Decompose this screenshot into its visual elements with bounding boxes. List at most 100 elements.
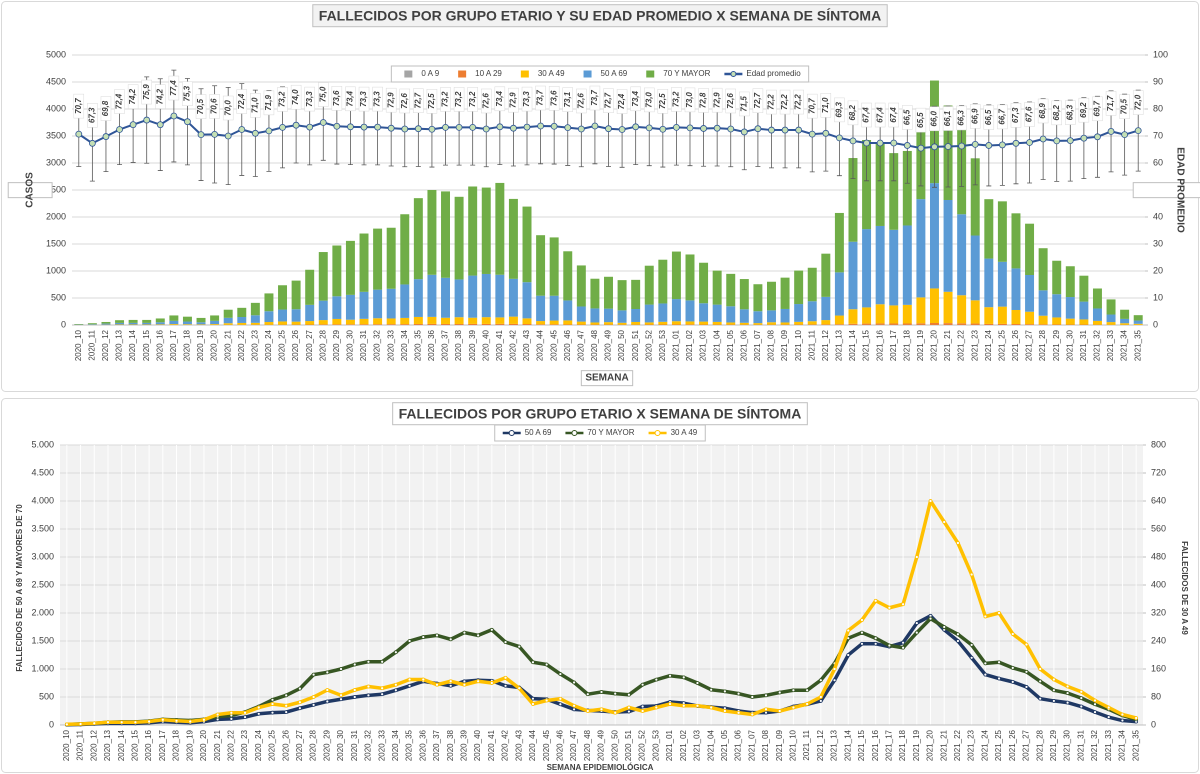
point-marker [727, 125, 735, 133]
bar-segment [943, 291, 953, 324]
data-label: 66,1 [943, 110, 952, 126]
data-label-box [426, 89, 438, 114]
bar-segment [929, 323, 939, 325]
data-label: 71,0 [821, 97, 830, 113]
bar-segment [264, 322, 274, 325]
x-tick-label: 2020_35 [405, 729, 414, 761]
data-label: 74,2 [128, 88, 137, 104]
bar-segment [658, 303, 668, 322]
data-label-box [847, 100, 859, 126]
point-marker [1026, 139, 1033, 146]
bar-segment [549, 320, 559, 325]
point-marker [284, 693, 289, 698]
data-label-box [521, 86, 533, 112]
bar-segment [386, 288, 396, 319]
x-tick-label: 2020_39 [468, 329, 477, 361]
bar-segment [169, 324, 179, 325]
data-label-box [345, 86, 356, 112]
bar-segment [957, 323, 967, 325]
x-tick-label: 2020_36 [418, 729, 427, 761]
point-marker [133, 720, 138, 725]
point-marker [722, 709, 727, 713]
point-marker [270, 697, 275, 702]
x-tick-label: 2021_16 [875, 329, 884, 361]
data-label-box [440, 87, 451, 112]
point-marker [1093, 710, 1097, 715]
point-marker [469, 123, 477, 131]
point-marker [805, 688, 810, 693]
x-tick-label: 2020_30 [346, 329, 355, 361]
data-label: 73,3 [373, 91, 382, 107]
data-label-box [453, 87, 465, 112]
point-marker [311, 695, 316, 699]
data-label: 65,5 [916, 112, 925, 128]
bar-segment [712, 321, 722, 325]
point-marker [860, 618, 864, 622]
point-marker [564, 124, 572, 132]
data-label-box [589, 85, 601, 111]
point-marker [1051, 688, 1056, 693]
bar-segment [862, 307, 872, 324]
x-tick-label: 2020_18 [183, 329, 192, 361]
point-marker [243, 715, 247, 720]
data-label-box [725, 88, 736, 114]
bar-segment [549, 324, 559, 325]
point-marker [448, 637, 453, 642]
bar-segment [644, 322, 654, 325]
bar-segment [1079, 319, 1089, 325]
point-marker [585, 692, 590, 697]
point-marker [791, 705, 796, 710]
data-label: 72,2 [780, 94, 789, 110]
bar-segment [970, 323, 980, 325]
data-label-box [874, 102, 886, 128]
x-tick-label: 2020_45 [549, 329, 558, 361]
bar-segment [223, 317, 233, 324]
point-marker [686, 124, 694, 132]
point-marker [352, 688, 357, 692]
point-marker [740, 128, 748, 136]
x-tick-label: 2020_42 [501, 729, 510, 761]
data-label: 72,5 [427, 93, 436, 109]
point-marker [202, 717, 206, 722]
x-tick-label: 2020_43 [514, 729, 523, 761]
bar-segment [332, 324, 342, 325]
point-marker [903, 142, 911, 149]
bar-segment [182, 316, 192, 322]
bar-segment [468, 275, 478, 318]
point-marker [462, 682, 467, 687]
bar-segment [318, 320, 328, 325]
data-label-box [73, 93, 85, 119]
data-label-box [236, 89, 248, 114]
point-marker [366, 659, 371, 664]
point-marker [832, 678, 837, 683]
legend-swatch [583, 70, 592, 78]
bar-segment [278, 309, 288, 322]
x-tick-label: 2020_34 [391, 729, 400, 761]
data-label-box [711, 87, 723, 113]
y-tick-label: 5000 [46, 49, 66, 59]
y-tick-label: 3500 [46, 130, 66, 140]
point-marker [407, 677, 412, 682]
data-label: 73,3 [305, 91, 314, 107]
bar-segment [644, 304, 654, 323]
legend-label: 70 Y MAYOR [663, 69, 710, 78]
data-label: 73,2 [672, 91, 681, 107]
data-label-box [997, 104, 1008, 130]
bar-segment [685, 254, 695, 301]
bar-segment [604, 322, 613, 325]
data-label: 69,3 [835, 102, 844, 118]
x-axis-title: SEMANA EPIDEMIOLÓGICA [547, 763, 654, 772]
bar-segment [128, 322, 138, 325]
data-label-box [983, 105, 995, 130]
data-label: 73,6 [549, 90, 558, 106]
bar-segment [1079, 301, 1089, 320]
bar-segment [1052, 317, 1062, 325]
data-label: 73,0 [644, 92, 653, 108]
x-tick-label: 2020_13 [103, 729, 112, 761]
y2-tick-label: 800 [1151, 439, 1166, 449]
bar-segment [767, 322, 776, 325]
bar-segment [726, 306, 736, 323]
bar-segment [400, 324, 410, 325]
point-marker [211, 130, 219, 138]
bar-segment [739, 279, 749, 310]
